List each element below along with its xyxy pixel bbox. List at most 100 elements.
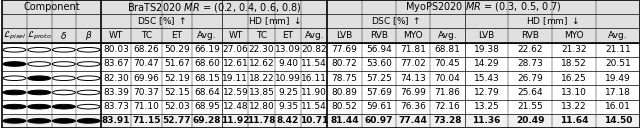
Text: 83.91: 83.91 — [102, 116, 131, 125]
Bar — [2, 0, 640, 14]
Text: 80.72: 80.72 — [332, 60, 358, 68]
Text: 82.30: 82.30 — [103, 74, 129, 83]
Text: 68.81: 68.81 — [435, 45, 460, 54]
Text: 71.15: 71.15 — [132, 116, 161, 125]
Text: 12.79: 12.79 — [474, 88, 499, 97]
Circle shape — [52, 104, 76, 109]
Text: 77.69: 77.69 — [332, 45, 358, 54]
Text: 11.90: 11.90 — [301, 88, 327, 97]
Text: 25.64: 25.64 — [518, 88, 543, 97]
Text: TC: TC — [141, 31, 152, 40]
Text: 16.25: 16.25 — [561, 74, 587, 83]
Text: 69.28: 69.28 — [193, 116, 221, 125]
Text: 80.89: 80.89 — [332, 88, 358, 97]
Text: WT: WT — [109, 31, 124, 40]
Circle shape — [3, 62, 26, 66]
Text: 59.61: 59.61 — [366, 102, 392, 111]
Bar — [2, 14, 640, 28]
Text: 19.38: 19.38 — [474, 45, 499, 54]
Text: 13.10: 13.10 — [561, 88, 587, 97]
Circle shape — [28, 119, 51, 123]
Circle shape — [3, 104, 26, 109]
Circle shape — [28, 76, 51, 81]
Text: 21.55: 21.55 — [518, 102, 543, 111]
Circle shape — [3, 90, 26, 95]
Text: 53.60: 53.60 — [366, 60, 392, 68]
Text: WT: WT — [228, 31, 243, 40]
Text: 21.32: 21.32 — [561, 45, 587, 54]
Text: 80.03: 80.03 — [103, 45, 129, 54]
Text: 11.54: 11.54 — [301, 60, 327, 68]
Text: HD [mm] $\downarrow$: HD [mm] $\downarrow$ — [248, 15, 301, 27]
Text: 80.52: 80.52 — [332, 102, 358, 111]
Text: 70.04: 70.04 — [435, 74, 460, 83]
Text: 12.62: 12.62 — [249, 60, 275, 68]
Text: 52.15: 52.15 — [164, 88, 189, 97]
Text: 20.82: 20.82 — [301, 45, 327, 54]
Text: 83.39: 83.39 — [103, 88, 129, 97]
Text: 8.42: 8.42 — [277, 116, 299, 125]
Text: RVB: RVB — [370, 31, 388, 40]
Text: 16.11: 16.11 — [301, 74, 327, 83]
Text: MYO: MYO — [403, 31, 423, 40]
Text: 13.25: 13.25 — [474, 102, 499, 111]
Text: 68.60: 68.60 — [194, 60, 220, 68]
Circle shape — [3, 119, 26, 123]
Text: 13.09: 13.09 — [275, 45, 301, 54]
Text: 12.61: 12.61 — [223, 60, 248, 68]
Text: Avg.: Avg. — [438, 31, 457, 40]
Text: 76.99: 76.99 — [400, 88, 426, 97]
Text: 20.49: 20.49 — [516, 116, 545, 125]
Text: RVB: RVB — [522, 31, 540, 40]
Text: 10.99: 10.99 — [275, 74, 301, 83]
Text: MYO: MYO — [564, 31, 584, 40]
Text: 71.81: 71.81 — [400, 45, 426, 54]
Text: 72.16: 72.16 — [435, 102, 460, 111]
Text: 16.01: 16.01 — [605, 102, 631, 111]
Text: 11.54: 11.54 — [301, 102, 327, 111]
Text: TC: TC — [256, 31, 268, 40]
Text: 77.44: 77.44 — [399, 116, 428, 125]
Text: 76.36: 76.36 — [400, 102, 426, 111]
Text: 56.94: 56.94 — [366, 45, 392, 54]
Text: 74.13: 74.13 — [400, 74, 426, 83]
Text: ET: ET — [172, 31, 182, 40]
Text: 9.25: 9.25 — [278, 88, 298, 97]
Text: 22.30: 22.30 — [249, 45, 275, 54]
Text: 70.45: 70.45 — [435, 60, 460, 68]
Circle shape — [52, 119, 76, 123]
Text: 18.52: 18.52 — [561, 60, 587, 68]
Text: 10.71: 10.71 — [300, 116, 328, 125]
Text: 20.51: 20.51 — [605, 60, 631, 68]
Text: 9.35: 9.35 — [278, 102, 298, 111]
Text: 27.06: 27.06 — [223, 45, 248, 54]
Text: LVB: LVB — [478, 31, 495, 40]
Text: $\mathcal{L}_{proto}$: $\mathcal{L}_{proto}$ — [27, 30, 52, 42]
Text: 11.36: 11.36 — [472, 116, 500, 125]
Text: 17.18: 17.18 — [605, 88, 631, 97]
Text: 13.22: 13.22 — [561, 102, 587, 111]
Text: Avg.: Avg. — [305, 31, 324, 40]
Text: 15.43: 15.43 — [474, 74, 499, 83]
Text: 28.73: 28.73 — [518, 60, 543, 68]
Text: 50.29: 50.29 — [164, 45, 189, 54]
Text: 77.02: 77.02 — [400, 60, 426, 68]
Text: 68.26: 68.26 — [134, 45, 159, 54]
Text: Avg.: Avg. — [608, 31, 628, 40]
Text: 83.67: 83.67 — [103, 60, 129, 68]
Text: LVB: LVB — [337, 31, 353, 40]
Text: 19.11: 19.11 — [222, 74, 248, 83]
Text: Component: Component — [23, 2, 80, 12]
Text: 52.03: 52.03 — [164, 102, 189, 111]
Text: 14.50: 14.50 — [604, 116, 632, 125]
Text: 60.97: 60.97 — [365, 116, 393, 125]
Text: 9.40: 9.40 — [278, 60, 298, 68]
Text: 11.64: 11.64 — [560, 116, 588, 125]
Text: 52.19: 52.19 — [164, 74, 189, 83]
Text: 68.15: 68.15 — [194, 74, 220, 83]
Circle shape — [28, 90, 51, 95]
Text: 68.95: 68.95 — [194, 102, 220, 111]
Text: 69.96: 69.96 — [134, 74, 159, 83]
Text: HD [mm] $\downarrow$: HD [mm] $\downarrow$ — [525, 15, 579, 27]
Text: DSC [%] $\uparrow$: DSC [%] $\uparrow$ — [137, 15, 186, 27]
